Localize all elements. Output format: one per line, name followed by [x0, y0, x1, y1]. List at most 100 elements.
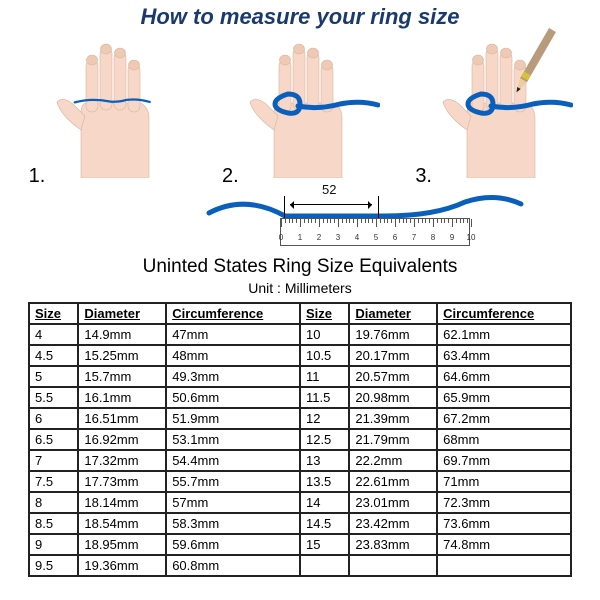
table-cell: 72.3mm [437, 492, 571, 513]
table-cell: 74.8mm [437, 534, 571, 555]
ruler-label: 10 [467, 233, 476, 242]
table-row: 9.519.36mm60.8mm [29, 555, 571, 576]
table-cell: 9 [29, 534, 78, 555]
table-cell: 17.32mm [78, 450, 166, 471]
table-header: Diameter [78, 303, 166, 324]
table-header: Circumference [166, 303, 300, 324]
table-cell: 21.39mm [349, 408, 437, 429]
ruler-tick [300, 219, 301, 227]
table-cell: 5.5 [29, 387, 78, 408]
table-cell: 63.4mm [437, 345, 571, 366]
table-cell: 18.14mm [78, 492, 166, 513]
table-cell: 47mm [166, 324, 300, 345]
table-row: 414.9mm47mm1019.76mm62.1mm [29, 324, 571, 345]
table-cell: 9.5 [29, 555, 78, 576]
table-cell: 13 [300, 450, 349, 471]
table-cell: 13.5 [300, 471, 349, 492]
table-cell: 23.42mm [349, 513, 437, 534]
ruler-tick [471, 219, 472, 227]
table-cell: 4 [29, 324, 78, 345]
table-cell: 69.7mm [437, 450, 571, 471]
table-cell: 5 [29, 366, 78, 387]
table-header: Diameter [349, 303, 437, 324]
step-2-label: 2. [222, 165, 239, 188]
table-header: Size [29, 303, 78, 324]
table-row: 7.517.73mm55.7mm13.522.61mm71mm [29, 471, 571, 492]
table-cell: 16.51mm [78, 408, 166, 429]
table-cell: 23.83mm [349, 534, 437, 555]
step-1: 1. [17, 30, 197, 190]
table-cell: 20.17mm [349, 345, 437, 366]
table-cell: 51.9mm [166, 408, 300, 429]
table-row: 6.516.92mm53.1mm12.521.79mm68mm [29, 429, 571, 450]
table-cell: 68mm [437, 429, 571, 450]
table-cell: 65.9mm [437, 387, 571, 408]
ruler-label: 6 [393, 233, 397, 242]
table-cell: 6.5 [29, 429, 78, 450]
table-cell: 15.25mm [78, 345, 166, 366]
table-cell: 20.57mm [349, 366, 437, 387]
table-row: 616.51mm51.9mm1221.39mm67.2mm [29, 408, 571, 429]
table-cell: 71mm [437, 471, 571, 492]
table-cell: 57mm [166, 492, 300, 513]
table-cell: 19.36mm [78, 555, 166, 576]
table-cell: 50.6mm [166, 387, 300, 408]
table-cell: 8.5 [29, 513, 78, 534]
table-cell: 67.2mm [437, 408, 571, 429]
table-title-block: Uninted States Ring Size Equivalents Uni… [0, 250, 600, 296]
table-cell: 14 [300, 492, 349, 513]
step-2: 2. [210, 30, 390, 190]
table-cell: 12 [300, 408, 349, 429]
table-cell: 60.8mm [166, 555, 300, 576]
ruler-tick [395, 219, 396, 227]
table-header: Size [300, 303, 349, 324]
ruler-label: 4 [355, 233, 359, 242]
hand-icon [244, 38, 364, 178]
ruler-tick [281, 219, 282, 227]
table-cell: 48mm [166, 345, 300, 366]
table-row: 4.515.25mm48mm10.520.17mm63.4mm [29, 345, 571, 366]
table-cell: 14.9mm [78, 324, 166, 345]
pencil-icon [490, 24, 570, 114]
ruler-label: 7 [412, 233, 416, 242]
ruler-label: 1 [298, 233, 302, 242]
ruler-tick [452, 219, 453, 227]
steps-illustration-row: 1. 2. [0, 30, 600, 190]
hand-icon [51, 38, 171, 178]
ruler-block: 52 012345678910 [0, 188, 600, 250]
table-cell: 73.6mm [437, 513, 571, 534]
ruler-tick [433, 219, 434, 227]
table-cell: 10.5 [300, 345, 349, 366]
table-cell: 18.54mm [78, 513, 166, 534]
table-cell: 10 [300, 324, 349, 345]
step-3-label: 3. [415, 165, 432, 188]
table-cell: 22.2mm [349, 450, 437, 471]
table-cell: 16.1mm [78, 387, 166, 408]
table-cell: 19.76mm [349, 324, 437, 345]
table-cell: 6 [29, 408, 78, 429]
table-cell [437, 555, 571, 576]
table-cell: 23.01mm [349, 492, 437, 513]
ruler-tick [338, 219, 339, 227]
table-cell: 12.5 [300, 429, 349, 450]
table-row: 515.7mm49.3mm1120.57mm64.6mm [29, 366, 571, 387]
table-cell: 4.5 [29, 345, 78, 366]
table-cell: 17.73mm [78, 471, 166, 492]
table-cell: 20.98mm [349, 387, 437, 408]
step-3: 3. [403, 30, 583, 190]
ruler-label: 2 [317, 233, 321, 242]
table-cell [300, 555, 349, 576]
table-cell: 11.5 [300, 387, 349, 408]
table-row: 918.95mm59.6mm1523.83mm74.8mm [29, 534, 571, 555]
ruler-label: 5 [374, 233, 378, 242]
table-cell: 15.7mm [78, 366, 166, 387]
ruler-tick [319, 219, 320, 227]
table-cell: 7 [29, 450, 78, 471]
ruler-label: 9 [450, 233, 454, 242]
ruler-label: 3 [336, 233, 340, 242]
table-cell: 16.92mm [78, 429, 166, 450]
table-row: 8.518.54mm58.3mm14.523.42mm73.6mm [29, 513, 571, 534]
table-cell: 64.6mm [437, 366, 571, 387]
table-cell: 8 [29, 492, 78, 513]
table-unit: Unit : Millimeters [0, 280, 600, 296]
